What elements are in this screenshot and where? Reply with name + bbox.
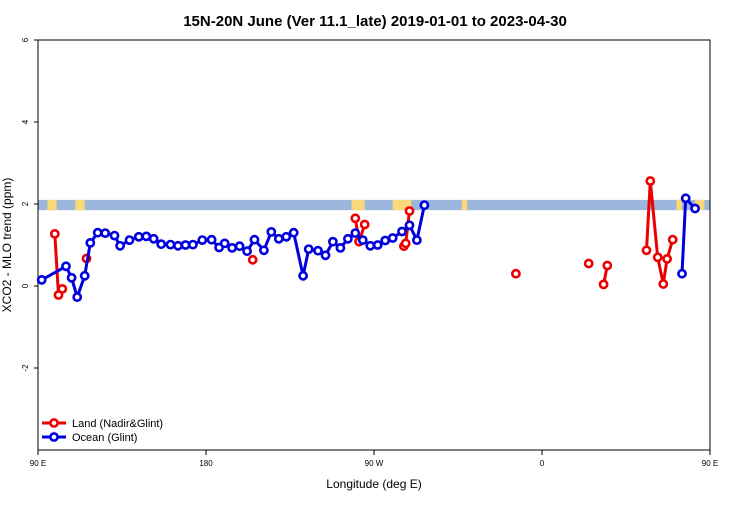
data-point <box>206 234 217 245</box>
data-point <box>327 236 338 247</box>
data-point <box>357 235 368 245</box>
y-axis: -2 0 2 4 6 <box>21 37 38 372</box>
data-point <box>247 254 258 265</box>
data-point <box>266 226 277 237</box>
data-point <box>61 261 71 272</box>
data-point <box>148 233 159 244</box>
data-point <box>249 234 260 245</box>
land-band-segment <box>676 199 682 211</box>
legend: Land (Nadir&Glint) Ocean (Glint) <box>42 418 163 444</box>
data-point <box>658 279 669 289</box>
data-point <box>66 272 77 283</box>
data-point <box>690 203 700 214</box>
data-point <box>156 239 167 250</box>
data-point <box>133 231 144 242</box>
data-point <box>100 228 111 238</box>
data-point <box>397 226 407 237</box>
y-tick-label: 0 <box>21 283 30 288</box>
data-point <box>72 292 83 302</box>
x-tick-label: 90 E <box>30 459 46 468</box>
data-point <box>79 270 90 281</box>
data-point <box>36 274 47 285</box>
land-band-segment <box>392 199 412 211</box>
legend-marker <box>49 432 59 442</box>
ocean-band <box>38 199 710 211</box>
y-axis-label: XCO2 - MLO trend (ppm) <box>0 178 14 313</box>
data-point <box>227 242 237 253</box>
legend-marker <box>49 418 59 428</box>
data-point <box>49 228 60 239</box>
data-point <box>288 227 299 238</box>
y-tick-label: 4 <box>21 119 30 124</box>
data-point <box>303 244 314 254</box>
x-axis: 90 E 180 90 W 0 90 E <box>30 450 718 468</box>
data-point <box>667 234 678 245</box>
data-point <box>85 237 96 248</box>
data-point <box>187 239 198 250</box>
data-point <box>57 283 68 294</box>
chart-title: 15N-20N June (Ver 11.1_late) 2019-01-01 … <box>183 13 567 30</box>
data-point <box>598 279 609 290</box>
data-point <box>350 228 361 238</box>
y-tick-label: 2 <box>21 201 30 206</box>
x-tick-label: 90 W <box>365 459 384 468</box>
data-point <box>359 219 370 230</box>
data-point <box>115 240 125 251</box>
data-point <box>652 252 663 263</box>
legend-label: Land (Nadir&Glint) <box>72 418 163 430</box>
y-tick-label: 6 <box>21 37 30 42</box>
data-point <box>124 235 135 245</box>
land-band-segment <box>47 199 57 211</box>
data-point <box>645 176 656 186</box>
data-point <box>387 233 398 243</box>
data-point <box>404 220 415 231</box>
land-band-segment <box>75 199 85 211</box>
data-point <box>173 240 183 251</box>
data-point <box>234 241 245 252</box>
data-point <box>411 235 422 245</box>
data-point <box>400 238 411 249</box>
data-point <box>662 253 672 264</box>
data-point <box>372 240 383 250</box>
series-layer <box>36 176 700 302</box>
data-point <box>109 230 120 241</box>
x-tick-label: 90 E <box>702 459 718 468</box>
data-point <box>219 238 230 249</box>
x-axis-label: Longitude (deg E) <box>326 477 421 491</box>
data-point <box>92 227 103 238</box>
x-tick-label: 180 <box>199 459 213 468</box>
data-point <box>342 233 353 244</box>
data-point <box>641 245 652 256</box>
reference-band <box>38 199 710 211</box>
x-tick-label: 0 <box>540 459 545 468</box>
data-point <box>511 268 521 279</box>
land-band-segment <box>461 199 468 211</box>
data-point <box>404 206 415 216</box>
legend-label: Ocean (Glint) <box>72 432 137 444</box>
data-point <box>419 200 430 211</box>
series-ocean <box>36 193 700 302</box>
data-point <box>313 245 323 256</box>
data-point <box>350 213 361 224</box>
data-point <box>258 245 269 256</box>
data-point <box>602 260 613 271</box>
data-point <box>335 242 346 253</box>
data-point <box>273 233 284 244</box>
land-band-segment <box>351 199 365 211</box>
series-line <box>645 179 675 286</box>
data-point <box>677 268 687 279</box>
data-point <box>380 235 391 246</box>
data-point <box>583 258 594 269</box>
land-band-segment <box>695 199 705 211</box>
data-point <box>365 240 376 251</box>
y-tick-label: -2 <box>21 364 30 372</box>
data-point <box>165 239 176 250</box>
data-point <box>298 270 308 281</box>
data-point <box>281 231 292 242</box>
data-point <box>242 246 252 257</box>
data-point <box>680 193 691 204</box>
data-point <box>320 250 331 261</box>
data-point <box>197 235 208 245</box>
